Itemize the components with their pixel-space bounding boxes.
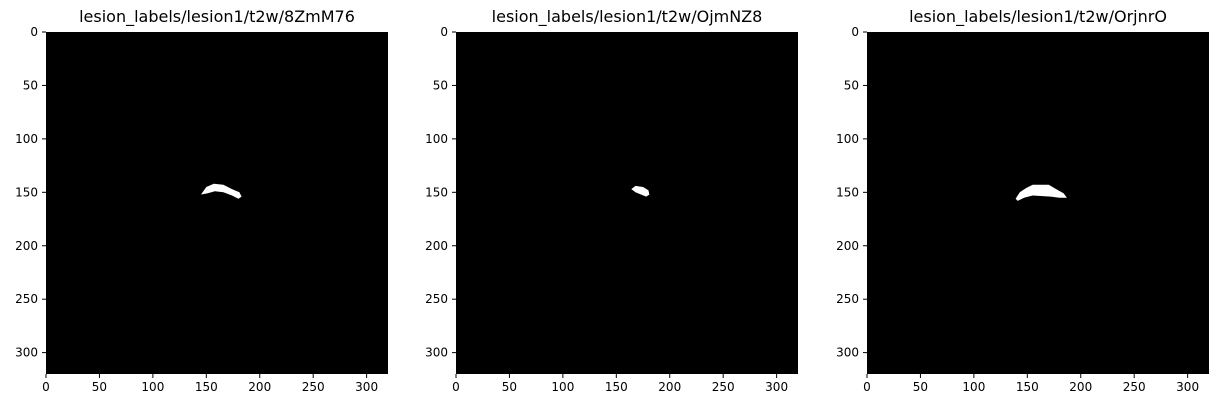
panel-title: lesion_labels/lesion1/t2w/8ZmM76 [79,7,355,27]
y-tick-label: 150 [836,185,859,199]
y-tick-label: 150 [15,185,38,199]
x-tick-label: 200 [658,380,681,394]
panel-3: lesion_labels/lesion1/t2w/OrjnrO 0 50 100 1… [836,7,1209,394]
lesion-mask [631,185,650,197]
image-area [867,32,1209,374]
y-tick-label: 100 [15,132,38,146]
image-area [46,32,388,374]
x-tick-label: 200 [248,380,271,394]
y-tick-label: 50 [433,78,448,92]
x-tick-label: 150 [195,380,218,394]
panel-title: lesion_labels/lesion1/t2w/OjmNZ8 [492,7,763,27]
x-tick-label: 50 [913,380,928,394]
y-tick-label: 250 [425,292,448,306]
y-tick-label: 250 [836,292,859,306]
panel-1: lesion_labels/lesion1/t2w/8ZmM76 0 50 100 1… [15,7,388,394]
x-tick-label: 100 [551,380,574,394]
y-tick-label: 150 [425,185,448,199]
y-tick-label: 300 [425,346,448,360]
x-tick-label: 150 [1016,380,1039,394]
x-tick-label: 250 [1123,380,1146,394]
y-tick-label: 250 [15,292,38,306]
y-tick-label: 0 [851,25,859,39]
y-tick-label: 200 [836,239,859,253]
x-tick-label: 100 [141,380,164,394]
y-tick-label: 300 [15,346,38,360]
x-tick-label: 50 [502,380,517,394]
x-tick-label: 300 [1176,380,1199,394]
y-tick-label: 100 [836,132,859,146]
x-tick-label: 50 [92,380,107,394]
y-tick-label: 300 [836,346,859,360]
y-tick-label: 0 [440,25,448,39]
y-tick-label: 100 [425,132,448,146]
panel-title: lesion_labels/lesion1/t2w/OrjnrO [909,7,1167,27]
image-area [456,32,798,374]
x-tick-label: 200 [1069,380,1092,394]
y-tick-label: 200 [15,239,38,253]
y-tick-label: 50 [844,78,859,92]
x-tick-label: 0 [863,380,871,394]
x-tick-label: 250 [712,380,735,394]
x-tick-label: 300 [765,380,788,394]
y-tick-label: 200 [425,239,448,253]
lesion-mask [201,183,242,199]
x-tick-label: 300 [355,380,378,394]
x-tick-label: 0 [42,380,50,394]
y-tick-label: 50 [23,78,38,92]
x-tick-label: 150 [605,380,628,394]
y-tick-label: 0 [30,25,38,39]
lesion-mask [1015,184,1067,201]
x-tick-label: 0 [452,380,460,394]
x-tick-label: 100 [962,380,985,394]
panel-2: lesion_labels/lesion1/t2w/OjmNZ8 0 50 100 1… [425,7,798,394]
x-tick-label: 250 [302,380,325,394]
